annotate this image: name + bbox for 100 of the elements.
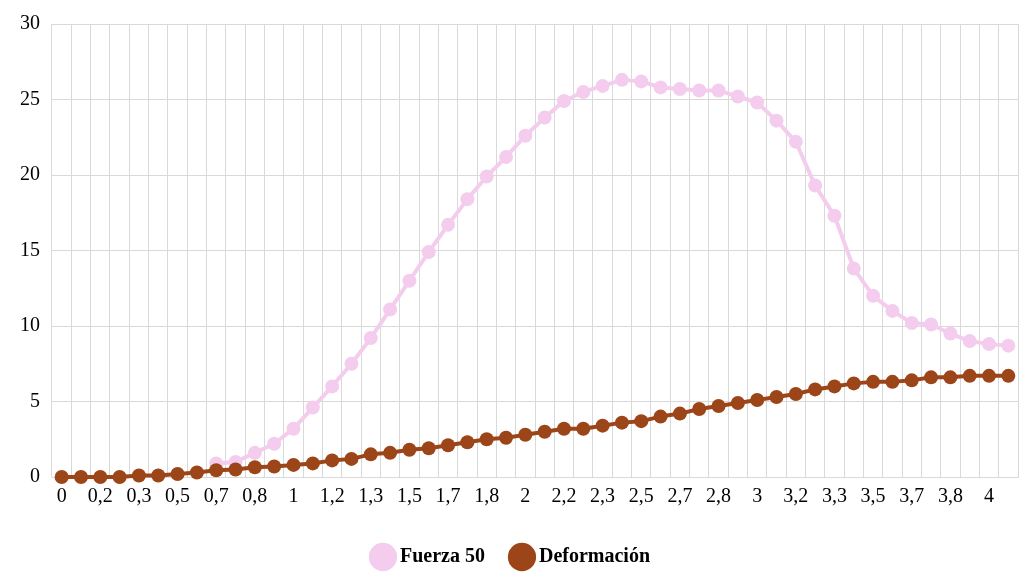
point: [537, 110, 552, 125]
point: [441, 217, 456, 232]
point: [634, 414, 649, 429]
point: [885, 374, 900, 389]
point: [672, 81, 687, 96]
point: [556, 421, 571, 436]
x-tick-label: 2,3: [590, 484, 616, 507]
point: [943, 370, 958, 385]
x-tick-label: 3,3: [821, 484, 847, 507]
point: [209, 463, 224, 478]
point: [769, 113, 784, 128]
point: [576, 84, 591, 99]
point: [479, 432, 494, 447]
point: [711, 399, 726, 414]
point: [808, 382, 823, 397]
point: [344, 451, 359, 466]
point: [672, 406, 687, 421]
point: [54, 470, 69, 484]
y-tick-label: 5: [30, 388, 40, 411]
point: [846, 261, 861, 276]
x-tick-label: 4: [984, 484, 995, 507]
x-tick-label: 0,2: [87, 484, 113, 507]
x-tick-label: 2,5: [628, 484, 654, 507]
y-tick-label: 15: [20, 237, 40, 260]
x-tick-label: 0,5: [165, 484, 191, 507]
point: [499, 149, 514, 164]
y-tick-label: 25: [20, 86, 40, 109]
point: [479, 169, 494, 184]
x-tick-label: 1,2: [319, 484, 345, 507]
point: [383, 445, 398, 460]
point: [228, 462, 243, 477]
point: [305, 456, 320, 471]
y-tick-label: 30: [20, 11, 40, 34]
point: [595, 78, 610, 93]
x-tick-label: 1,3: [358, 484, 384, 507]
point: [363, 331, 378, 346]
point: [711, 83, 726, 98]
point: [750, 392, 765, 407]
y-tick-label: 10: [20, 313, 40, 336]
x-tick-label: 1: [288, 484, 299, 507]
point: [267, 459, 282, 474]
point: [421, 441, 436, 456]
point: [286, 421, 301, 436]
x-tick-label: 0,8: [242, 484, 268, 507]
point: [537, 424, 552, 439]
x-tick-label: 1,8: [474, 484, 500, 507]
point: [692, 402, 707, 417]
point: [402, 442, 417, 457]
point: [421, 245, 436, 260]
point: [982, 337, 997, 352]
x-tick-label: 2: [520, 484, 531, 507]
x-tick-label: 0,3: [126, 484, 152, 507]
point: [383, 302, 398, 317]
point: [962, 334, 977, 349]
x-tick-label: 2,8: [706, 484, 732, 507]
point: [634, 74, 649, 89]
point: [151, 468, 166, 483]
point: [962, 368, 977, 383]
point: [788, 386, 803, 401]
point: [518, 128, 533, 143]
point: [93, 470, 108, 484]
y-tick-label: 0: [30, 464, 40, 487]
point: [305, 400, 320, 415]
point: [924, 370, 939, 385]
x-tick-label: 3,8: [937, 484, 963, 507]
x-tick-label: 3,5: [860, 484, 886, 507]
point: [576, 421, 591, 436]
x-tick-label: 3,7: [899, 484, 925, 507]
point: [170, 466, 185, 481]
point: [247, 460, 262, 475]
point: [788, 134, 803, 149]
point: [1001, 368, 1016, 383]
point: [866, 374, 881, 389]
point: [750, 95, 765, 110]
point: [247, 445, 262, 460]
point: [325, 453, 340, 468]
point: [344, 356, 359, 371]
x-tick-label: 3,2: [783, 484, 809, 507]
x-tick-label: 2,7: [667, 484, 693, 507]
x-tick-label: 1,7: [435, 484, 461, 507]
point: [904, 315, 919, 330]
point: [73, 470, 88, 484]
point: [441, 438, 456, 453]
point: [653, 80, 668, 95]
point: [460, 192, 475, 207]
point: [112, 470, 127, 484]
point: [518, 427, 533, 442]
point: [827, 379, 842, 394]
point: [943, 326, 958, 341]
point: [325, 379, 340, 394]
point: [189, 465, 204, 480]
point: [904, 373, 919, 388]
point: [730, 89, 745, 104]
point: [846, 376, 861, 391]
point: [267, 436, 282, 451]
point: [866, 288, 881, 303]
x-tick-label: 0: [56, 484, 67, 507]
point: [499, 430, 514, 445]
point: [402, 273, 417, 288]
point: [1001, 338, 1016, 353]
